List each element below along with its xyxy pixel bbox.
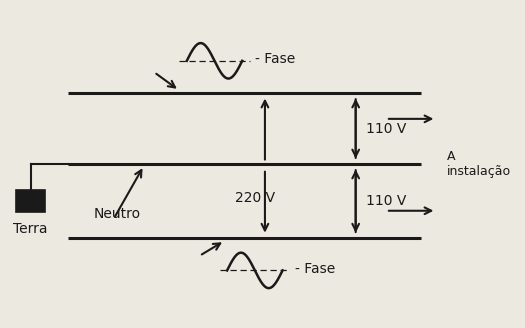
Text: 220 V: 220 V [235, 191, 275, 205]
Bar [16, 190, 45, 212]
Text: Terra: Terra [13, 222, 48, 236]
Text: Neutro: Neutro [93, 207, 141, 221]
Text: 110 V: 110 V [366, 122, 406, 135]
Text: - Fase: - Fase [255, 52, 295, 66]
Text: 110 V: 110 V [366, 194, 406, 208]
Text: - Fase: - Fase [295, 262, 335, 276]
Text: A
instalação: A instalação [446, 150, 510, 178]
